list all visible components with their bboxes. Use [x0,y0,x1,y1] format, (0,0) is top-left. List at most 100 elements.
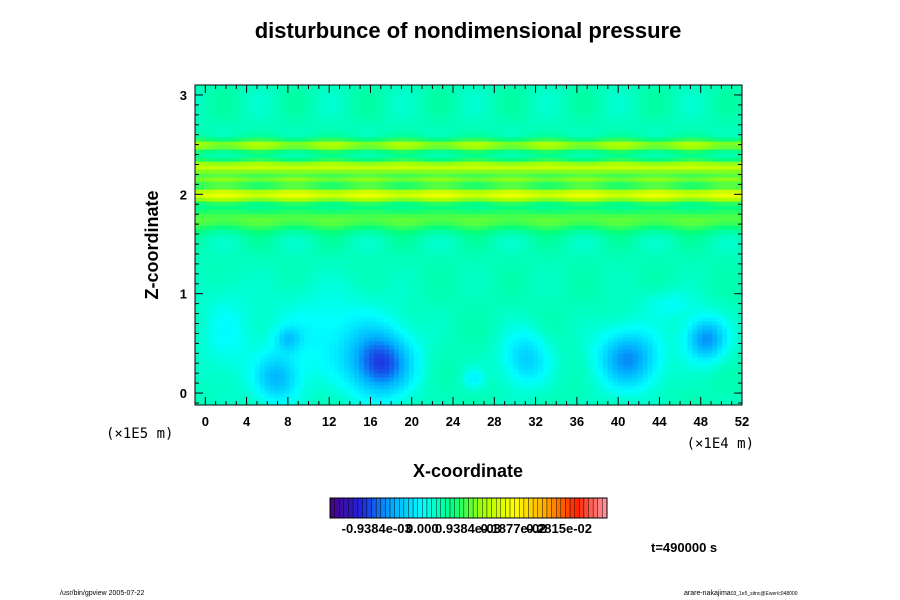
field-cell [577,289,584,294]
field-cell [359,333,365,338]
field-cell [219,385,226,390]
field-cell [443,273,450,278]
field-cell [423,369,430,374]
field-cell [503,377,509,382]
field-cell [707,301,713,306]
field-cell [329,361,335,366]
field-cell [329,237,335,242]
field-cell [523,249,529,254]
field-cell [423,337,430,342]
field-cell [448,245,455,250]
field-cell [657,225,664,230]
field-cell [687,345,693,350]
field-cell [543,373,549,378]
field-cell [553,397,559,402]
field-cell [359,381,365,386]
field-cell [299,325,305,330]
field-cell [657,373,664,378]
field-cell [319,245,325,250]
field-cell [473,313,480,318]
field-cell [672,325,678,330]
field-cell [463,225,470,230]
field-cell [249,381,256,386]
field-cell [483,301,489,306]
field-cell [592,281,599,286]
field-cell [652,305,659,310]
field-cell [627,309,634,314]
field-cell [498,369,504,374]
field-cell [289,369,296,374]
field-cell [264,369,271,374]
field-cell [498,309,504,314]
field-cell [662,241,669,246]
field-cell [408,393,415,398]
field-cell [558,365,564,370]
field-cell [468,233,475,238]
field-cell [732,289,738,294]
field-cell [453,369,460,374]
field-cell [249,385,256,390]
field-cell [672,337,678,342]
field-cell [339,269,345,274]
field-cell [727,301,733,306]
field-cell [219,253,226,258]
field-cell [433,301,440,306]
field-cell [383,325,390,330]
field-cell [717,321,723,326]
field-cell [369,273,375,278]
field-cell [562,269,569,274]
field-cell [458,313,465,318]
field-cell [622,245,629,250]
field-cell [274,313,281,318]
field-cell [468,285,475,290]
field-cell [682,321,688,326]
field-cell [612,369,619,374]
field-cell [199,289,206,294]
field-cell [349,289,355,294]
field-cell [334,293,340,298]
field-cell [702,377,708,382]
field-cell [448,281,455,286]
field-cell [269,365,276,370]
field-cell [438,329,445,334]
field-cell [662,341,669,346]
field-cell [418,393,425,398]
field-cell [533,361,539,366]
field-cell [259,237,266,242]
field-cell [632,401,639,405]
field-cell [269,265,276,270]
field-cell [612,317,619,322]
field-cell [508,369,514,374]
field-cell [369,357,375,362]
field-cell [722,269,728,274]
field-cell [513,225,519,230]
field-cell [214,349,221,354]
field-cell [572,293,579,298]
field-cell [413,245,420,250]
field-cell [453,301,460,306]
field-cell [284,357,291,362]
field-cell [448,249,455,254]
field-cell [294,237,301,242]
field-cell [548,365,554,370]
field-cell [508,373,514,378]
field-cell [319,381,325,386]
field-cell [204,237,211,242]
field-cell [553,377,559,382]
field-cell [408,297,415,302]
field-cell [299,225,305,230]
field-cell [632,253,639,258]
field-cell [577,237,584,242]
field-cell [722,241,728,246]
field-cell [378,285,385,290]
field-cell [513,305,519,310]
field-cell [294,401,301,405]
field-cell [324,357,330,362]
field-cell [518,249,524,254]
field-cell [577,333,584,338]
field-cell [562,329,569,334]
field-cell [264,365,271,370]
field-cell [388,357,395,362]
field-cell [219,361,226,366]
field-cell [518,313,524,318]
